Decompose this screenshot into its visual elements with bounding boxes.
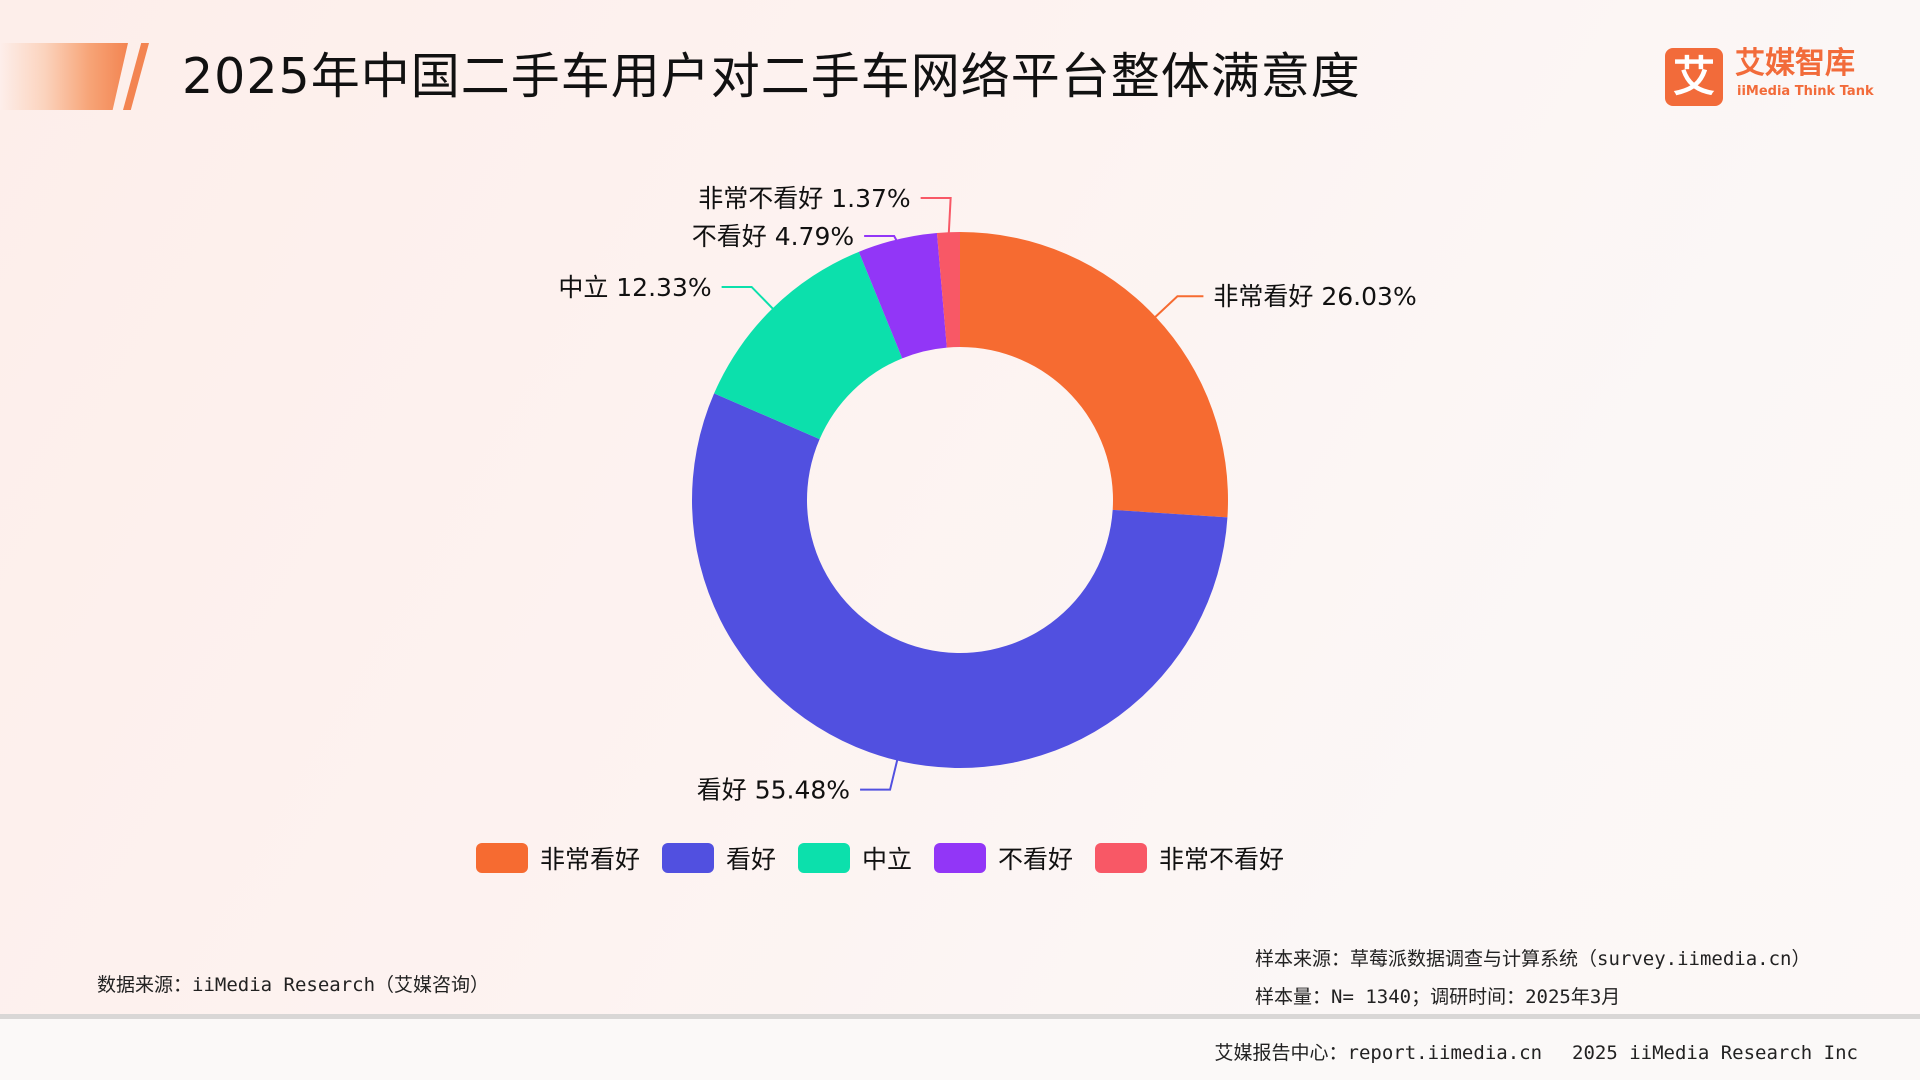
legend-swatch-5 [1095,843,1148,873]
data-source-note: 数据来源：iiMedia Research（艾媒咨询） [97,974,490,996]
legend-label-3: 中立 [861,845,912,874]
brand-logo: 艾 艾媒智库 iiMedia Think Tank [1665,46,1874,108]
leader-line-5 [920,197,952,237]
legend-label-4: 不看好 [998,845,1074,874]
leader-line-3 [721,285,777,312]
data-label-3: 中立 12.33% [558,273,711,302]
legend-swatch-2 [661,843,714,873]
legend-swatch-1 [475,843,528,873]
footer-divider [0,1014,1920,1019]
donut-slice-3 [714,251,903,440]
legend-label-2: 看好 [725,845,776,874]
logo-name-en: iiMedia Think Tank [1737,84,1874,99]
footer-copyright: 艾媒报告中心：report.iimedia.cn 2025 iiMedia Res… [1215,1038,1858,1065]
sample-size-note: 样本量：N= 1340；调研时间：2025年3月 [1255,986,1621,1008]
logo-name-cn: 艾媒智库 [1735,46,1855,81]
data-label-5: 非常不看好 1.37% [698,184,910,213]
legend-label-1: 非常看好 [539,845,640,874]
chart-legend: 非常看好 看好 中立 不看好 非常不看好 [0,838,1920,878]
footer-strip [0,1019,1920,1080]
donut-slice-2 [692,393,1228,768]
legend-swatch-3 [797,843,850,873]
copyright-text: 2025 iiMedia Research Inc [1572,1042,1858,1064]
donut-slice-4 [858,232,947,359]
legend-label-5: 非常不看好 [1159,845,1285,874]
legend-swatch-4 [934,843,986,873]
title-accent-band [0,43,128,110]
sample-source-note: 样本来源：草莓派数据调查与计算系统（survey.iimedia.cn） [1255,948,1811,970]
leader-line-1 [1151,295,1204,321]
leader-line-4 [864,235,900,244]
report-center-link[interactable]: 艾媒报告中心：report.iimedia.cn [1214,1042,1543,1064]
data-label-2: 看好 55.48% [697,776,850,805]
legend-item-1: 非常看好 [475,840,640,876]
data-label-4: 不看好 4.79% [692,222,854,251]
page-title: 2025年中国二手车用户对二手车网络平台整体满意度 [182,48,1361,105]
data-label-1: 非常看好 26.03% [1213,282,1416,311]
legend-item-2: 看好 [661,840,776,876]
legend-item-5: 非常不看好 [1095,840,1284,876]
logo-mark-icon: 艾 [1665,48,1723,106]
donut-slice-1 [960,232,1228,518]
leader-line-2 [860,756,900,791]
legend-item-4: 不看好 [934,840,1073,876]
donut-slice-5 [936,232,960,348]
legend-item-3: 中立 [797,840,912,876]
